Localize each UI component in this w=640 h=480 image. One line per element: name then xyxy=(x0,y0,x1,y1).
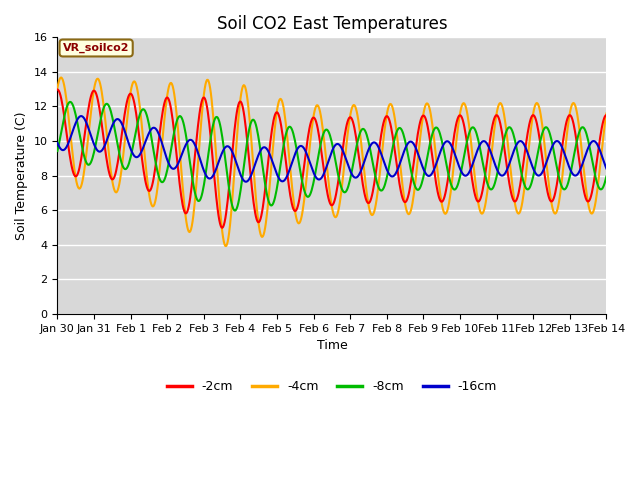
-16cm xyxy=(400,149,408,155)
-16cm xyxy=(63,143,71,148)
-16cm xyxy=(205,176,213,181)
-8cm xyxy=(602,174,610,180)
-4cm xyxy=(222,243,230,249)
-16cm xyxy=(121,128,129,133)
-8cm xyxy=(232,208,239,214)
-16cm xyxy=(602,166,610,171)
Line: -16cm: -16cm xyxy=(58,116,606,182)
-2cm xyxy=(218,225,226,231)
-8cm xyxy=(67,99,74,105)
-8cm xyxy=(400,133,408,139)
-2cm xyxy=(602,112,610,118)
-4cm xyxy=(121,140,129,145)
-4cm xyxy=(400,194,408,200)
Y-axis label: Soil Temperature (C): Soil Temperature (C) xyxy=(15,111,28,240)
-4cm xyxy=(602,111,610,117)
-2cm xyxy=(54,87,61,93)
-2cm xyxy=(415,123,423,129)
-16cm xyxy=(77,113,85,119)
-4cm xyxy=(64,110,72,116)
Title: Soil CO2 East Temperatures: Soil CO2 East Temperatures xyxy=(216,15,447,33)
-8cm xyxy=(177,113,184,119)
Line: -8cm: -8cm xyxy=(58,102,606,211)
-4cm xyxy=(58,75,65,81)
-2cm xyxy=(176,180,184,186)
-16cm xyxy=(177,156,184,161)
-8cm xyxy=(205,144,213,150)
Line: -4cm: -4cm xyxy=(58,78,606,246)
-8cm xyxy=(54,148,61,154)
-8cm xyxy=(416,185,424,191)
-2cm xyxy=(63,136,71,142)
-4cm xyxy=(205,81,213,87)
-4cm xyxy=(177,155,184,161)
-2cm xyxy=(205,115,212,120)
-2cm xyxy=(120,117,127,122)
-8cm xyxy=(63,103,71,108)
-8cm xyxy=(121,166,129,172)
Text: VR_soilco2: VR_soilco2 xyxy=(63,43,129,53)
X-axis label: Time: Time xyxy=(317,339,348,352)
-4cm xyxy=(416,136,424,142)
-4cm xyxy=(54,85,61,91)
-16cm xyxy=(416,157,424,163)
Legend: -2cm, -4cm, -8cm, -16cm: -2cm, -4cm, -8cm, -16cm xyxy=(162,375,502,398)
-16cm xyxy=(242,179,250,185)
Line: -2cm: -2cm xyxy=(58,90,606,228)
-2cm xyxy=(399,197,407,203)
-16cm xyxy=(54,140,61,146)
